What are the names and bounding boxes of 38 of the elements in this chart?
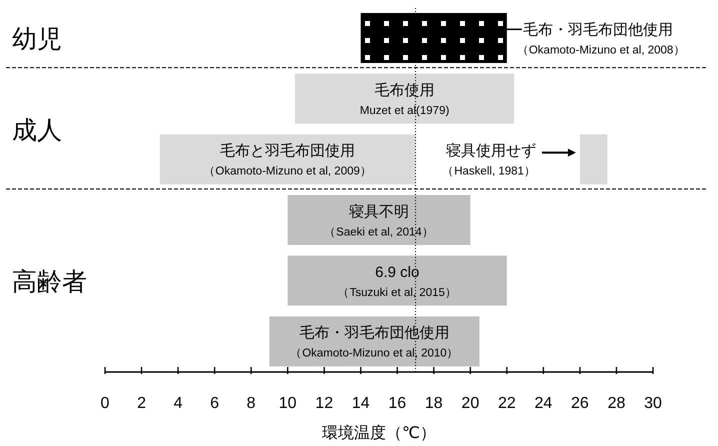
x-tick-label: 10 <box>278 395 297 412</box>
x-tick-label: 28 <box>608 395 626 412</box>
bar <box>360 13 507 63</box>
annotation: 寝具使用せず <box>446 142 536 160</box>
text: 高齢者 <box>12 268 87 296</box>
x-tick-label: 16 <box>388 395 406 412</box>
x-tick-label: 30 <box>644 395 662 412</box>
annotation: 毛布・羽毛布団他使用 <box>299 324 450 342</box>
x-tick-label: 24 <box>534 395 552 412</box>
bar <box>580 134 608 184</box>
x-axis-title: 環境温度（℃） <box>322 424 436 442</box>
annotation: 6.9 clo <box>375 264 420 281</box>
text: 成人 <box>12 116 62 144</box>
text: 幼児 <box>12 25 62 54</box>
annotation: Muzet et al(1979) <box>360 105 450 117</box>
x-tick-label: 8 <box>246 395 256 412</box>
x-tick-label: 12 <box>315 395 334 412</box>
x-tick-label: 2 <box>137 395 146 412</box>
annotation: 毛布使用 <box>374 82 435 99</box>
annotation: （Tsuzuki et al, 2015） <box>338 287 457 299</box>
x-tick-label: 0 <box>100 395 110 412</box>
x-tick-label: 6 <box>210 395 220 412</box>
x-tick-label: 22 <box>498 395 516 412</box>
x-tick-label: 20 <box>461 395 480 412</box>
x-tick-label: 14 <box>352 395 370 412</box>
annotation: （Okamoto-Mizuno et al, 2009） <box>203 166 372 178</box>
x-tick-label: 18 <box>424 395 443 412</box>
annotation: 毛布・羽毛布団他使用 <box>522 21 673 38</box>
bar <box>288 195 470 245</box>
x-tick-label: 26 <box>571 395 589 412</box>
annotation: （Okamoto-Mizuno et al, 2008） <box>516 44 686 56</box>
annotation: （Okamoto-Mizuno et al, 2010） <box>290 348 459 360</box>
annotation: （Haskell, 1981） <box>442 166 536 178</box>
bar <box>288 256 507 306</box>
x-tick-label: 4 <box>174 395 183 412</box>
annotation: 寝具不明 <box>349 203 409 220</box>
annotation: （Saeki et al, 2014） <box>324 226 434 238</box>
annotation: 毛布と羽毛布団使用 <box>220 142 356 160</box>
